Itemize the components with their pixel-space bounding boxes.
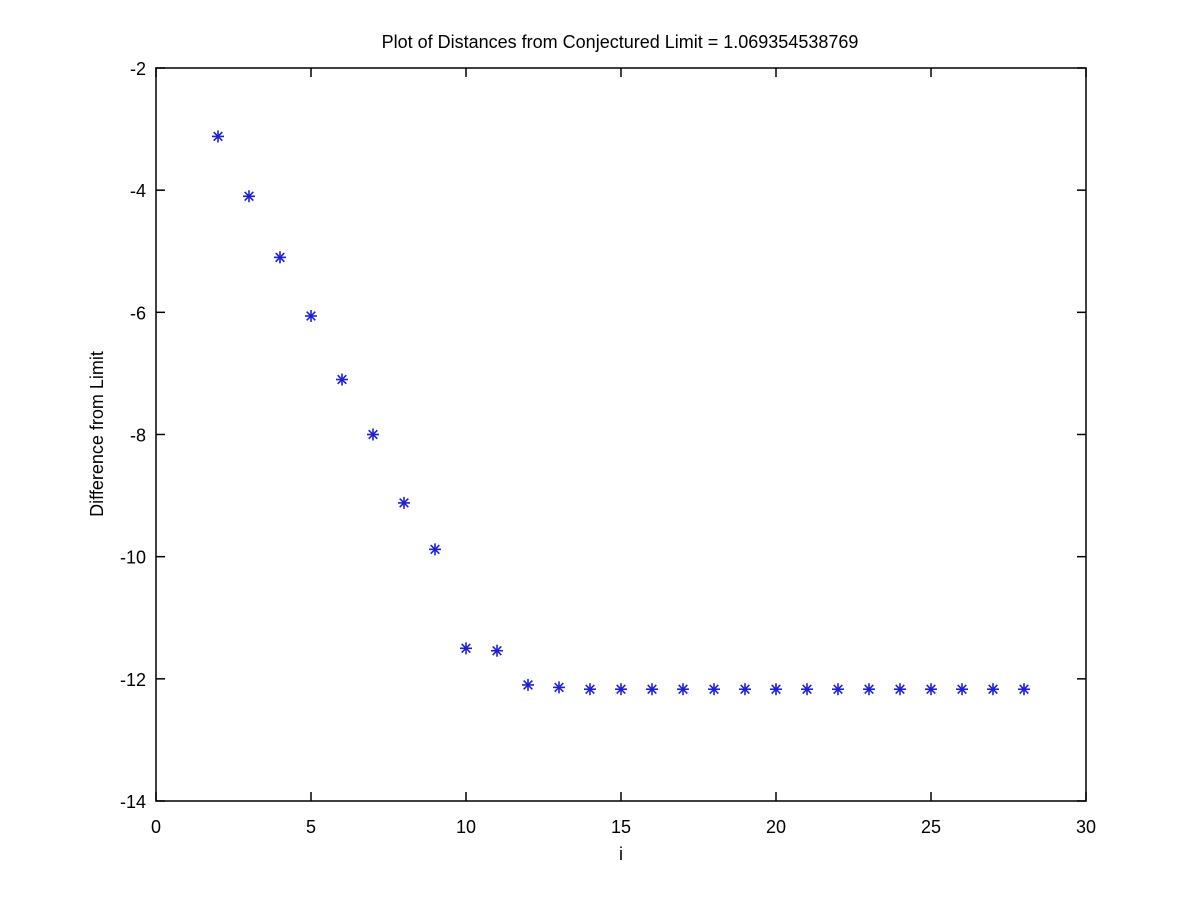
data-point-stroke [1019, 684, 1029, 695]
x-tick-label: 15 [611, 817, 631, 837]
data-point [801, 683, 813, 696]
x-tick-label: 10 [456, 817, 476, 837]
x-axis-label: i [619, 844, 623, 864]
data-point [398, 496, 410, 509]
data-point-stroke [306, 311, 316, 321]
data-point [987, 683, 999, 696]
data-point [429, 543, 441, 556]
data-point-stroke [926, 684, 936, 695]
data-point-stroke [213, 131, 223, 142]
data-point [708, 683, 720, 696]
data-point [770, 683, 782, 696]
data-point-stroke [337, 374, 347, 385]
data-point [553, 681, 565, 694]
data-point [646, 683, 658, 696]
x-tick-label: 5 [306, 817, 316, 837]
x-tick-label: 30 [1076, 817, 1096, 837]
data-point [832, 683, 844, 696]
x-tick-label: 0 [151, 817, 161, 837]
data-point [925, 683, 937, 696]
data-point [894, 683, 906, 696]
data-point [212, 130, 224, 143]
y-tick-label: -2 [130, 59, 146, 79]
data-point [336, 373, 348, 386]
data-point-stroke [492, 645, 502, 656]
data-point-stroke [833, 684, 843, 695]
y-tick-label: -4 [130, 181, 146, 201]
data-point [863, 683, 875, 696]
data-point-stroke [740, 684, 750, 695]
data-point [491, 644, 503, 657]
data-point-stroke [678, 684, 688, 695]
data-point [956, 683, 968, 696]
data-point-stroke [244, 191, 254, 202]
y-tick-label: -6 [130, 303, 146, 323]
data-point-stroke [864, 684, 874, 695]
data-points-layer [212, 130, 1030, 696]
data-point [367, 428, 379, 441]
data-point [1018, 683, 1030, 696]
data-point-stroke [802, 684, 812, 695]
y-tick-label: -12 [120, 670, 146, 690]
data-point [460, 642, 472, 655]
data-point-stroke [461, 643, 471, 654]
data-point-stroke [523, 680, 533, 690]
data-point [522, 678, 534, 691]
x-tick-label: 20 [766, 817, 786, 837]
data-point-stroke [647, 684, 657, 695]
data-point-stroke [895, 684, 905, 695]
data-point-stroke [957, 684, 967, 695]
chart-title: Plot of Distances from Conjectured Limit… [382, 32, 859, 52]
data-point-stroke [771, 684, 781, 695]
y-axis-label: Difference from Limit [87, 351, 107, 517]
data-point-stroke [554, 682, 564, 693]
ticks-layer: 0 5 10 15 20 25 30 -14 -12 -10 -8 -6 -4 -2 [120, 59, 1096, 837]
data-point-stroke [988, 684, 998, 695]
data-point [305, 309, 317, 322]
data-point-stroke [399, 498, 409, 508]
data-point [584, 683, 596, 696]
y-tick-label: -10 [120, 548, 146, 568]
y-tick-label: -8 [130, 426, 146, 446]
data-point [243, 190, 255, 203]
data-point [274, 251, 286, 264]
data-point-stroke [430, 544, 440, 555]
data-point-stroke [616, 684, 626, 695]
data-point [739, 683, 751, 696]
x-tick-label: 25 [921, 817, 941, 837]
data-point-stroke [709, 684, 719, 695]
data-point-stroke [585, 684, 595, 695]
data-point-stroke [368, 429, 378, 440]
data-point-stroke [275, 252, 285, 263]
data-point [615, 683, 627, 696]
y-tick-label: -14 [120, 792, 146, 812]
data-point [677, 683, 689, 696]
